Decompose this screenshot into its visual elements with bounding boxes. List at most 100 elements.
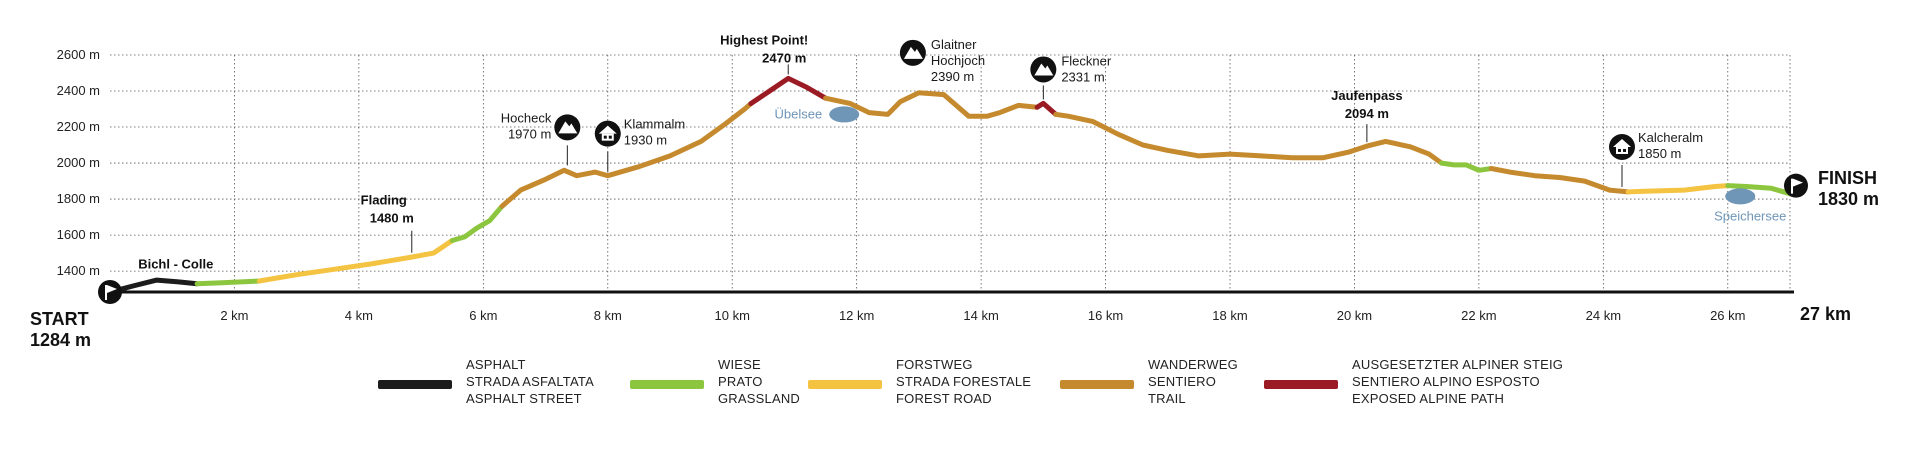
x-tick-label: 4 km (345, 308, 373, 323)
profile-segment-grassland (194, 278, 262, 287)
waypoint-elevation: 1970 m (508, 126, 551, 141)
waypoint-name: Glaitner (931, 37, 977, 52)
legend-label: FOREST ROAD (896, 391, 992, 406)
legend-label: SENTIERO (1148, 374, 1217, 389)
profile-segment-asphalt (107, 277, 200, 295)
lake-label: Übelsee (775, 106, 823, 121)
y-tick-label: 1600 m (57, 227, 100, 242)
y-tick-label: 2400 m (57, 83, 100, 98)
x-tick-label: 10 km (715, 308, 750, 323)
legend-label: TRAIL (1148, 391, 1186, 406)
profile-segment-alpine (748, 75, 829, 107)
legend-label: FORSTWEG (896, 357, 973, 372)
finish-elevation: 1830 m (1818, 189, 1879, 209)
mountain-icon (554, 114, 581, 141)
profile-segment-grassland (449, 203, 505, 243)
mountain-icon (1030, 56, 1057, 83)
lake-shape (1725, 188, 1756, 205)
legend-swatch-trail (1060, 380, 1134, 389)
hut-icon (594, 120, 621, 147)
legend-swatch-grassland (630, 380, 704, 389)
profile-segment-grassland (1439, 160, 1494, 173)
x-tick-label: 18 km (1212, 308, 1247, 323)
flag-icon (1784, 173, 1808, 198)
legend-item-trail: WANDERWEG SENTIERO TRAIL (1060, 356, 1238, 407)
profile-segment-forest (1625, 183, 1731, 195)
waypoint-elevation: 1850 m (1638, 146, 1681, 161)
waypoint-elevation: 2470 m (762, 50, 806, 65)
legend-label: AUSGESETZTER ALPINER STEIG (1352, 357, 1564, 372)
profile-line (107, 75, 1793, 295)
start-label: START (30, 309, 89, 329)
waypoint-name: Bichl - Colle (138, 256, 213, 271)
lakes: Übelsee Speichersee (775, 106, 1786, 223)
x-tick-label: 26 km (1710, 308, 1745, 323)
profile-segment-grassland (1725, 183, 1793, 197)
legend-item-forest: FORSTWEG STRADA FORESTALE FOREST ROAD (808, 356, 1031, 407)
profile-segment-trail (823, 90, 1040, 119)
waypoint-elevation: 1480 m (370, 211, 414, 226)
legend-label: ASPHALT (466, 357, 526, 372)
surface-legend: ASPHALT STRADA ASFALTATA ASPHALT STREET … (0, 356, 1920, 416)
legend-label: STRADA ASFALTATA (466, 374, 594, 389)
y-tick-label: 2000 m (57, 155, 100, 170)
legend-item-alpine: AUSGESETZTER ALPINER STEIG SENTIERO ALPI… (1264, 356, 1563, 407)
waypoint-name: Flading (361, 193, 407, 208)
x-tick-label: 6 km (469, 308, 497, 323)
legend-label: WIESE (718, 357, 761, 372)
end-distance-label: 27 km (1800, 304, 1851, 324)
profile-segment-trail (499, 101, 754, 209)
y-tick-label: 1400 m (57, 263, 100, 278)
waypoint-name: Klammalm (624, 117, 685, 132)
x-tick-label: 20 km (1337, 308, 1372, 323)
legend-label: SENTIERO ALPINO ESPOSTO (1352, 374, 1540, 389)
legend-label: PRATO (718, 374, 763, 389)
legend-item-asphalt: ASPHALT STRADA ASFALTATA ASPHALT STREET (378, 356, 594, 407)
legend-swatch-forest (808, 380, 882, 389)
x-tick-label: 14 km (963, 308, 998, 323)
lake-shape (829, 106, 860, 123)
legend-label: WANDERWEG (1148, 357, 1238, 372)
x-tick-label: 2 km (220, 308, 248, 323)
finish-label: FINISH (1818, 168, 1877, 188)
y-tick-label: 2200 m (57, 119, 100, 134)
mountain-icon (899, 39, 926, 66)
waypoint-elevation: 2331 m (1061, 69, 1104, 84)
waypoint-elevation: 2390 m (931, 69, 974, 84)
profile-segment-alpine (1034, 100, 1059, 117)
x-tick-label: 16 km (1088, 308, 1123, 323)
waypoint-elevation: 2094 m (1345, 106, 1389, 121)
waypoint-name: Fleckner (1061, 53, 1112, 68)
legend-label: EXPOSED ALPINE PATH (1352, 391, 1505, 406)
grid (110, 54, 1791, 292)
y-tick-label: 2600 m (57, 47, 100, 62)
waypoint-name: Jaufenpass (1331, 88, 1403, 103)
waypoint-name: Highest Point! (720, 32, 808, 47)
x-tick-label: 8 km (594, 308, 622, 323)
lake-label: Speichersee (1714, 208, 1786, 223)
flag-icon (98, 280, 122, 304)
x-tick-label: 24 km (1586, 308, 1621, 323)
elevation-chart: 1400 m 1600 m 1800 m 2000 m 2200 m 2400 m 2600… (30, 32, 1879, 350)
legend-swatch-alpine (1264, 380, 1338, 389)
waypoint-name: Hochjoch (931, 53, 985, 68)
legend-item-grassland: WIESE PRATO GRASSLAND (630, 356, 800, 407)
y-tick-label: 1800 m (57, 191, 100, 206)
waypoint-name: Hocheck (501, 110, 552, 125)
legend-label: STRADA FORESTALE (896, 374, 1032, 389)
waypoint-elevation: 1930 m (624, 133, 667, 148)
profile-segment-trail (1053, 111, 1445, 166)
legend-swatch-asphalt (378, 380, 452, 389)
hut-icon (1609, 133, 1635, 160)
x-tick-label: 22 km (1461, 308, 1496, 323)
axes: 1400 m 1600 m 1800 m 2000 m 2200 m 2400 m 2600… (57, 47, 1794, 323)
legend-label: ASPHALT STREET (466, 391, 582, 406)
waypoint-name: Kalcheralm (1638, 130, 1703, 145)
legend-label: GRASSLAND (718, 391, 800, 406)
profile-segment-trail (1488, 166, 1631, 195)
x-tick-label: 12 km (839, 308, 874, 323)
profile-segment-forest (256, 238, 455, 284)
